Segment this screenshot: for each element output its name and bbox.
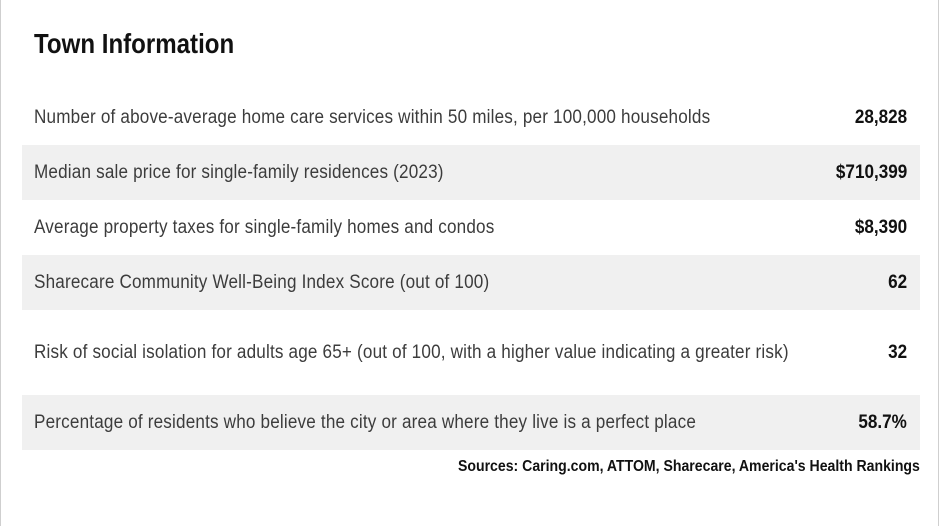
- table-row: Percentage of residents who believe the …: [22, 395, 920, 450]
- row-value: 28,828: [854, 106, 907, 128]
- row-label: Average property taxes for single-family…: [34, 216, 495, 238]
- row-label: Median sale price for single-family resi…: [34, 161, 444, 183]
- row-value: 58.7%: [858, 411, 907, 433]
- row-label: Number of above-average home care servic…: [34, 106, 711, 128]
- row-value: $710,399: [835, 161, 907, 183]
- table-row: Median sale price for single-family resi…: [22, 145, 920, 200]
- table-row: Average property taxes for single-family…: [22, 200, 920, 255]
- row-value: $8,390: [854, 216, 907, 238]
- sources-caption: Sources: Caring.com, ATTOM, Sharecare, A…: [458, 458, 920, 475]
- table-row: Risk of social isolation for adults age …: [22, 310, 920, 395]
- town-info-table: Number of above-average home care servic…: [22, 90, 920, 450]
- table-row: Number of above-average home care servic…: [22, 90, 920, 145]
- row-label: Sharecare Community Well-Being Index Sco…: [34, 271, 490, 293]
- section-title: Town Information: [34, 28, 235, 59]
- table-row: Sharecare Community Well-Being Index Sco…: [22, 255, 920, 310]
- row-value: 32: [887, 341, 907, 363]
- row-label: Risk of social isolation for adults age …: [34, 341, 789, 363]
- row-label: Percentage of residents who believe the …: [34, 411, 697, 433]
- row-value: 62: [887, 271, 907, 293]
